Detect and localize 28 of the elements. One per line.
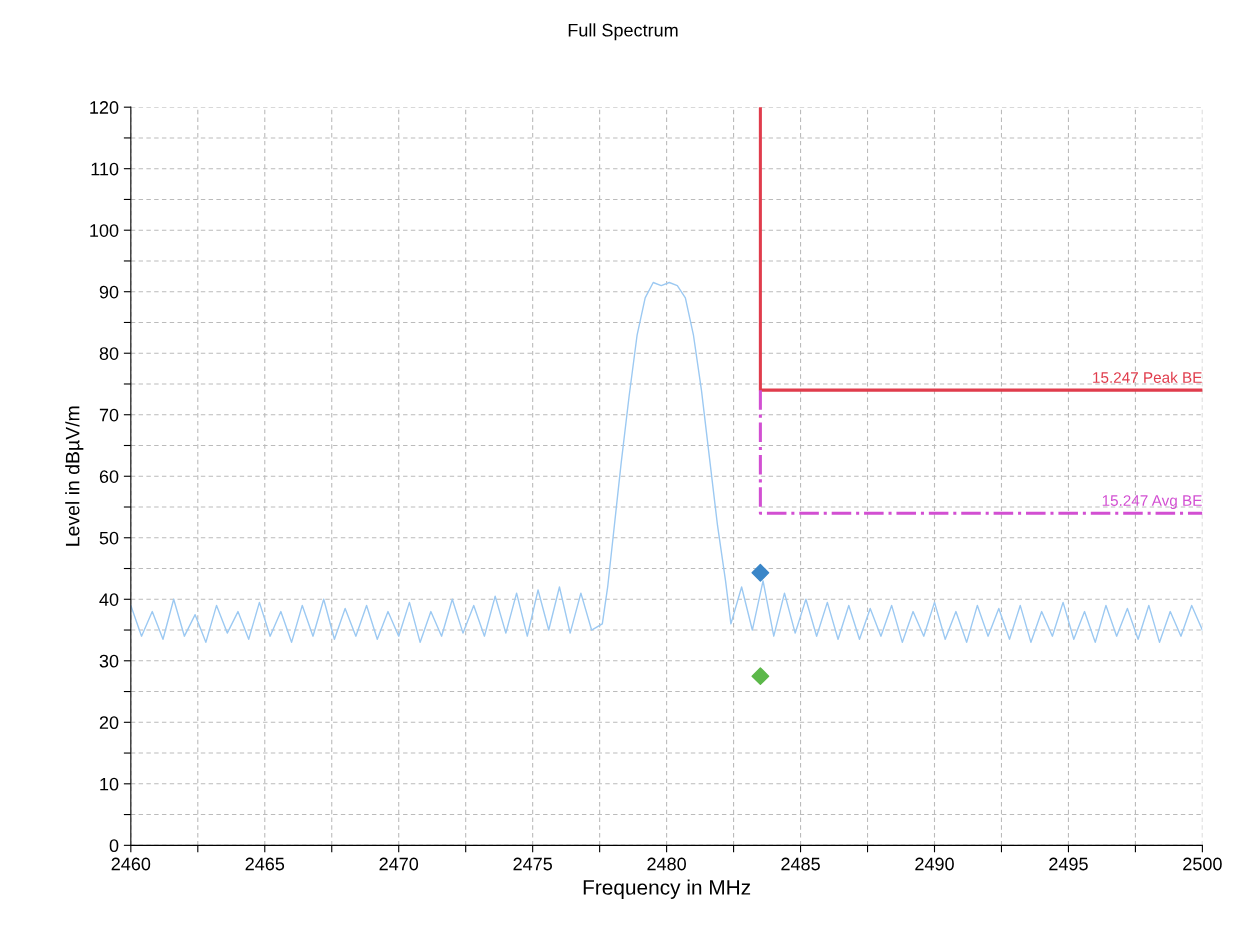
y-tick-label: 110 bbox=[91, 162, 119, 176]
y-tick-label: 70 bbox=[99, 408, 119, 422]
x-tick-label: 2500 bbox=[1183, 857, 1222, 871]
y-tick-label: 120 bbox=[90, 101, 119, 114]
series-label: 15.247 Peak BE bbox=[1093, 371, 1202, 383]
y-tick-label: 10 bbox=[100, 777, 119, 791]
y-tick-label: 90 bbox=[99, 285, 119, 299]
y-tick-label: 20 bbox=[99, 716, 119, 730]
y-axis-title: Level in dBµV/m bbox=[65, 406, 84, 546]
y-tick-label: 80 bbox=[99, 347, 119, 360]
y-tick-label: 60 bbox=[99, 470, 119, 483]
x-tick-label: 2475 bbox=[513, 857, 552, 871]
y-tick-label: 30 bbox=[99, 654, 119, 668]
y-tick-label: 40 bbox=[99, 593, 119, 606]
y-tick-label: 0 bbox=[109, 839, 119, 853]
y-tick-label: 50 bbox=[99, 531, 119, 545]
y-tick-label: 100 bbox=[90, 224, 119, 237]
x-tick-label: 2485 bbox=[781, 857, 820, 871]
x-tick-label: 2495 bbox=[1049, 857, 1088, 871]
x-tick-label: 2460 bbox=[111, 857, 151, 871]
series-label: 15.247 Avg BE bbox=[1102, 495, 1202, 509]
chart-title: Full Spectrum bbox=[568, 23, 678, 41]
line-series bbox=[130, 281, 1203, 644]
x-tick-label: 2465 bbox=[245, 857, 285, 871]
x-tick-label: 2490 bbox=[915, 857, 954, 871]
x-tick-label: 2480 bbox=[647, 857, 686, 871]
x-axis-title: Frequency in MHz bbox=[583, 879, 751, 899]
x-tick-label: 2470 bbox=[379, 857, 419, 871]
